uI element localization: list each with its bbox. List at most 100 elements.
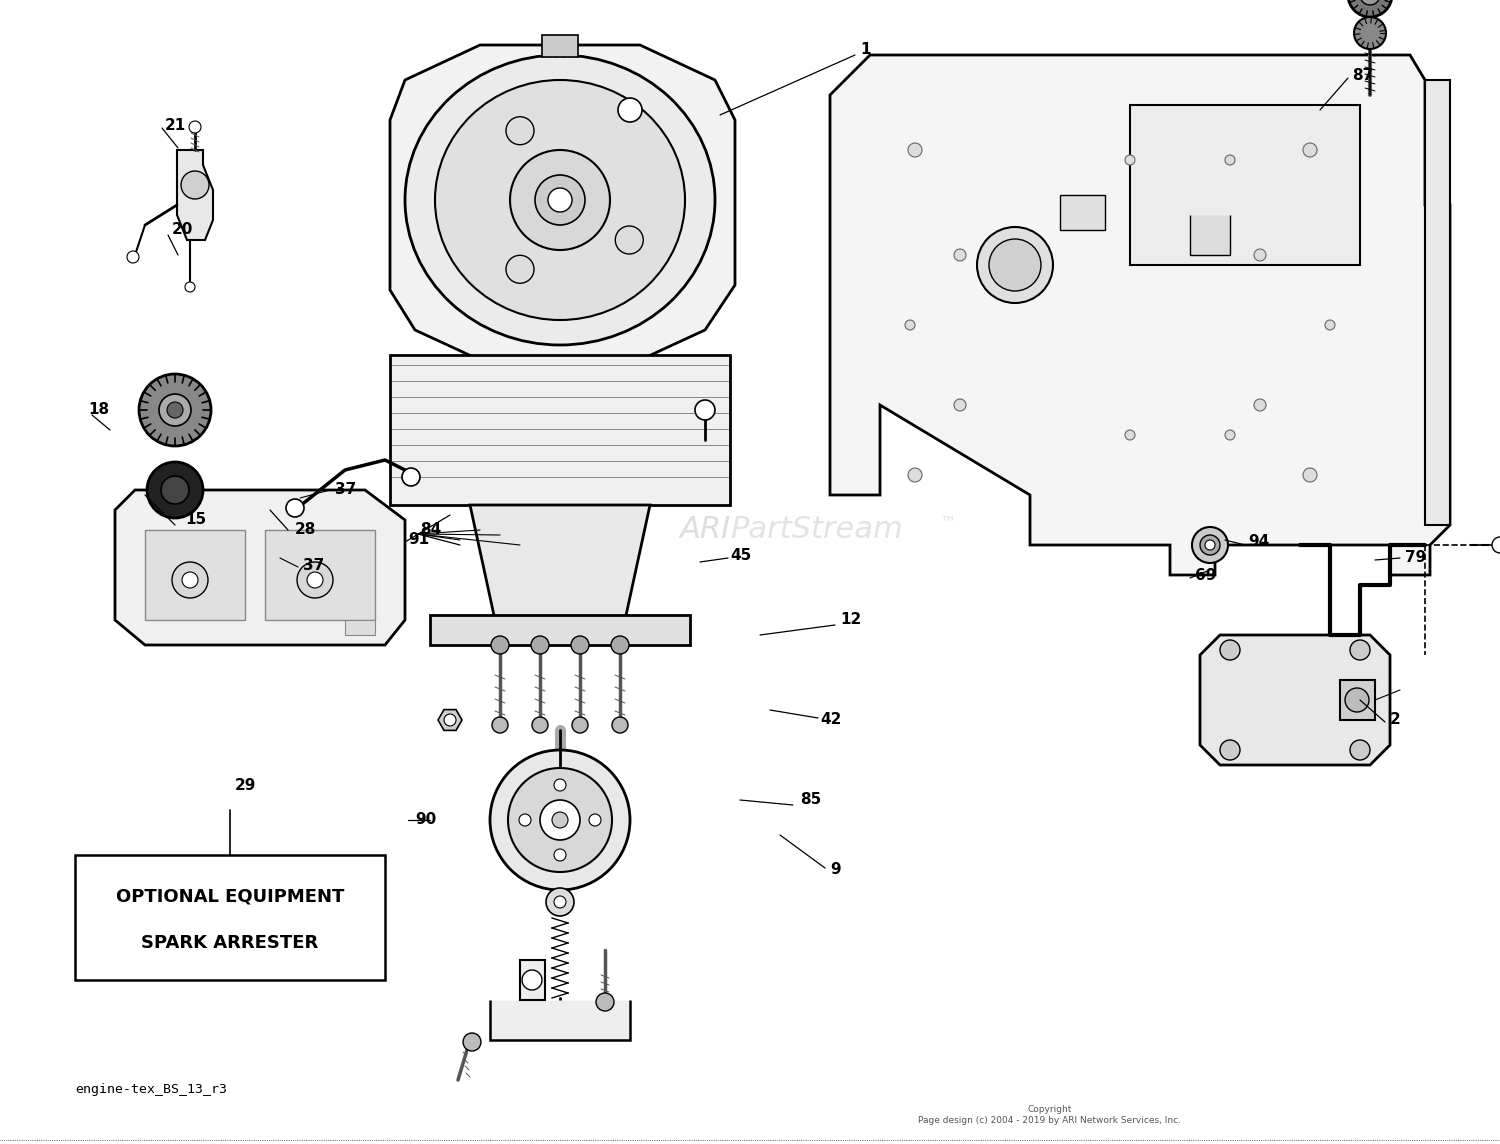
Text: 84: 84	[420, 523, 441, 538]
Circle shape	[159, 394, 190, 426]
Bar	[75, 855, 386, 980]
Circle shape	[615, 227, 644, 254]
Polygon shape	[266, 530, 375, 620]
Circle shape	[904, 320, 915, 329]
Circle shape	[492, 717, 508, 733]
Circle shape	[308, 572, 322, 588]
Ellipse shape	[435, 80, 686, 320]
Circle shape	[1220, 639, 1240, 660]
Circle shape	[554, 896, 566, 908]
Circle shape	[1350, 740, 1370, 760]
Polygon shape	[146, 530, 244, 620]
Text: 18: 18	[88, 403, 110, 418]
Circle shape	[596, 993, 613, 1011]
Circle shape	[908, 143, 922, 157]
Circle shape	[286, 499, 304, 517]
Polygon shape	[830, 55, 1450, 575]
Text: 79: 79	[1406, 550, 1426, 565]
Circle shape	[1200, 535, 1219, 555]
Circle shape	[1304, 143, 1317, 157]
Circle shape	[536, 175, 585, 225]
Circle shape	[464, 1033, 482, 1051]
Polygon shape	[520, 960, 544, 1000]
Circle shape	[1204, 540, 1215, 550]
Text: 2: 2	[1390, 713, 1401, 728]
Circle shape	[612, 717, 628, 733]
Circle shape	[572, 636, 590, 654]
Circle shape	[128, 251, 140, 263]
Text: 12: 12	[840, 612, 861, 628]
Circle shape	[532, 717, 548, 733]
Ellipse shape	[405, 55, 716, 345]
Circle shape	[166, 402, 183, 418]
Circle shape	[147, 462, 202, 518]
Circle shape	[402, 468, 420, 486]
Circle shape	[1304, 468, 1317, 482]
Circle shape	[189, 121, 201, 133]
Circle shape	[1125, 154, 1136, 165]
Circle shape	[172, 562, 208, 598]
Polygon shape	[390, 45, 735, 360]
Text: OPTIONAL EQUIPMENT: OPTIONAL EQUIPMENT	[116, 888, 344, 905]
Text: ARI: ARI	[680, 516, 730, 545]
Circle shape	[1192, 527, 1228, 563]
Circle shape	[506, 255, 534, 284]
Polygon shape	[177, 150, 213, 240]
Circle shape	[1492, 537, 1500, 553]
Bar	[1130, 105, 1360, 265]
Circle shape	[546, 888, 574, 916]
Circle shape	[908, 468, 922, 482]
Text: 1: 1	[859, 42, 870, 57]
Polygon shape	[470, 505, 650, 620]
Polygon shape	[490, 1000, 630, 1040]
Circle shape	[1360, 0, 1380, 5]
Circle shape	[160, 476, 189, 505]
Text: 85: 85	[800, 793, 822, 808]
Circle shape	[1220, 740, 1240, 760]
Circle shape	[531, 636, 549, 654]
Circle shape	[182, 170, 209, 199]
Text: 15: 15	[184, 513, 206, 527]
Circle shape	[1350, 639, 1370, 660]
Circle shape	[552, 812, 568, 828]
Circle shape	[954, 249, 966, 261]
Text: 21: 21	[165, 118, 186, 133]
Text: 69: 69	[1196, 567, 1216, 582]
Text: PartStream: PartStream	[730, 516, 903, 545]
Circle shape	[976, 227, 1053, 303]
Polygon shape	[1200, 635, 1390, 765]
Circle shape	[297, 562, 333, 598]
Bar	[390, 355, 730, 505]
Text: engine-tex_BS_13_r3: engine-tex_BS_13_r3	[75, 1083, 226, 1096]
Text: ™: ™	[940, 513, 957, 531]
Circle shape	[140, 374, 212, 446]
Text: 87: 87	[1352, 67, 1374, 82]
Circle shape	[490, 750, 630, 890]
Text: 94: 94	[1248, 534, 1269, 549]
Circle shape	[509, 768, 612, 872]
Bar	[345, 620, 375, 635]
Circle shape	[1324, 320, 1335, 329]
Text: 20: 20	[172, 222, 194, 238]
Circle shape	[1348, 0, 1392, 17]
Circle shape	[572, 717, 588, 733]
Text: 9: 9	[830, 863, 840, 877]
Circle shape	[506, 117, 534, 145]
Circle shape	[554, 849, 566, 861]
Text: 90: 90	[416, 812, 436, 827]
Circle shape	[988, 239, 1041, 291]
Text: SPARK ARRESTER: SPARK ARRESTER	[141, 934, 318, 952]
Circle shape	[1125, 430, 1136, 440]
Circle shape	[590, 815, 602, 826]
Circle shape	[1354, 17, 1386, 49]
Text: 37: 37	[303, 557, 324, 572]
Circle shape	[1226, 154, 1234, 165]
Circle shape	[618, 98, 642, 122]
Circle shape	[490, 636, 508, 654]
Text: Copyright
Page design (c) 2004 - 2019 by ARI Network Services, Inc.: Copyright Page design (c) 2004 - 2019 by…	[918, 1105, 1182, 1125]
Circle shape	[610, 636, 628, 654]
Polygon shape	[1425, 80, 1450, 525]
Text: 28: 28	[296, 523, 316, 538]
Text: 29: 29	[236, 778, 256, 793]
Circle shape	[184, 283, 195, 292]
